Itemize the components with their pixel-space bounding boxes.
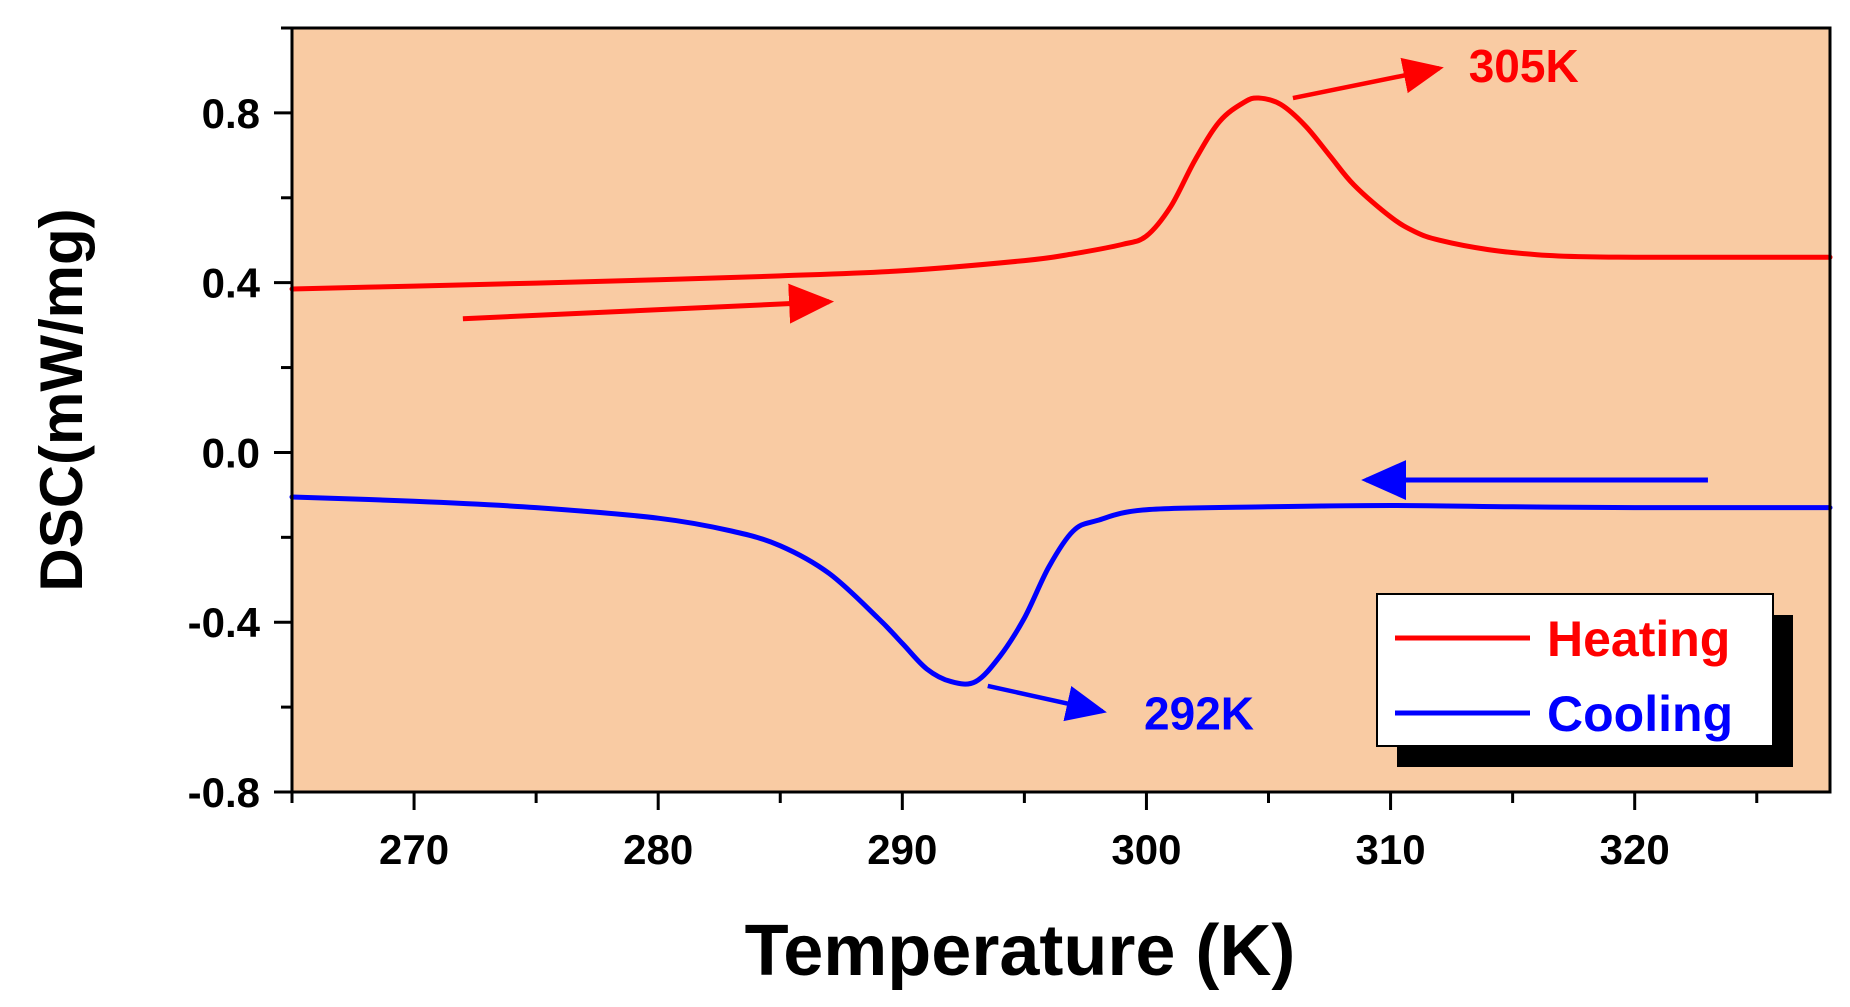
y-tick-label: -0.4 <box>188 599 261 646</box>
x-tick-label: 280 <box>623 826 693 873</box>
peak-arrow <box>987 683 1107 722</box>
peak-arrow <box>1292 57 1444 101</box>
x-tick-label: 300 <box>1111 826 1181 873</box>
legend-label-heating: Heating <box>1547 611 1730 667</box>
y-tick-label: 0.4 <box>202 260 261 307</box>
x-tick-label: 310 <box>1356 826 1426 873</box>
legend-box <box>1376 593 1774 747</box>
x-tick-label: 270 <box>379 826 449 873</box>
series-layer <box>289 95 1833 687</box>
annotation-layer: 305K 292K <box>462 40 1708 739</box>
legend-label-cooling: Cooling <box>1547 686 1733 742</box>
x-tick-label: 290 <box>867 826 937 873</box>
peak-label: 305K <box>1469 40 1579 92</box>
plot-frame <box>290 26 1832 794</box>
axis-ticks <box>274 26 1759 810</box>
legend: Heating Cooling <box>1376 593 1793 767</box>
series-line-cooling <box>289 494 1833 687</box>
peak-label: 292K <box>1144 687 1254 739</box>
x-tick-label: 320 <box>1600 826 1670 873</box>
y-axis-title: DSC(mW/mg) <box>28 208 95 591</box>
direction-arrow-heating <box>462 283 835 324</box>
y-tick-label: -0.8 <box>188 769 260 816</box>
axis-tick-labels: 270 280 290 300 310 320 -0.8 -0.4 0.0 0.4 0.8 <box>188 90 1670 873</box>
y-tick-label: 0.8 <box>202 90 260 137</box>
series-line-heating <box>289 95 1833 292</box>
x-axis-title: Temperature (K) <box>745 911 1296 991</box>
y-tick-label: 0.0 <box>202 429 260 476</box>
